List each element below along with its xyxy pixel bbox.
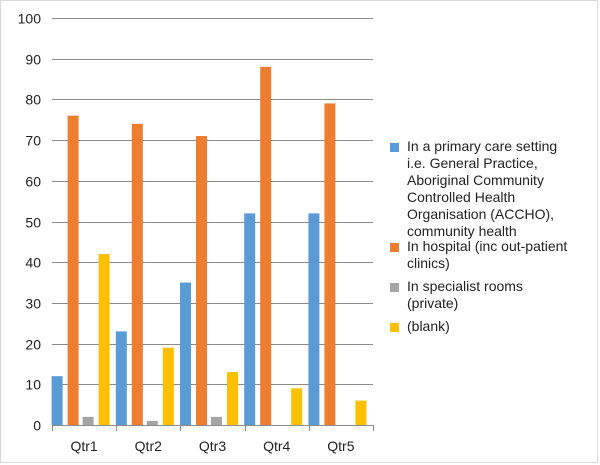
y-tick-label: 70 [25,133,41,149]
bar-series-4-qtr2 [162,347,174,425]
legend-label: i.e. General Practice, [407,155,538,171]
y-tick-label: 30 [25,296,41,312]
y-axis-ticks: 0 10 20 30 40 50 60 70 80 90 100 [18,11,42,434]
legend-swatch-4 [390,323,399,332]
bar-series-1-qtr3 [180,282,191,425]
bar-series-3-qtr2 [146,420,158,425]
bar-series-4-qtr5 [355,400,367,425]
x-tick-label: Qtr3 [199,438,226,454]
bar-series-1-qtr2 [115,331,127,425]
y-tick-label: 20 [25,337,41,353]
bar-series-2-qtr3 [196,136,207,425]
x-tick-label: Qtr1 [70,438,97,454]
legend-label: Controlled Health [407,189,515,205]
y-tick-label: 100 [18,11,42,27]
y-tick-label: 50 [25,215,41,231]
bar-series-2-qtr2 [131,123,143,425]
x-tick-label: Qtr4 [263,438,290,454]
bar-series-1-qtr4 [244,213,256,425]
bar-series-4-qtr3 [227,372,238,425]
bar-series-1-qtr5 [308,213,320,425]
y-tick-label: 10 [25,377,41,393]
bar-series-2-qtr1 [67,115,79,426]
y-tick-label: 0 [33,418,41,434]
y-tick-label: 40 [25,255,41,271]
legend-label: (blank) [407,318,450,334]
bar-series-3-qtr1 [82,416,94,425]
x-tick-label: Qtr5 [327,438,354,454]
bar-series-4-qtr4 [291,388,303,425]
bars [51,66,367,426]
legend-label: Aboriginal Community [407,172,544,188]
legend-swatch-2 [390,243,399,252]
legend-swatch-1 [390,143,399,152]
legend-label: In specialist rooms [407,278,523,294]
bar-series-2-qtr4 [260,66,272,425]
bar-series-3-qtr3 [211,416,222,425]
x-axis: Qtr1 Qtr2 Qtr3 Qtr4 Qtr5 [52,425,374,454]
y-tick-label: 80 [25,92,41,108]
y-tick-label: 60 [25,174,41,190]
legend-swatch-3 [390,283,399,292]
legend-label: clinics) [407,255,450,271]
legend-label: (private) [407,295,458,311]
legend-label: community health [407,223,517,239]
legend-label: Organisation (ACCHO), [407,206,554,222]
y-tick-label: 90 [25,52,41,68]
bar-series-4-qtr1 [98,254,110,425]
x-tick-label: Qtr2 [135,438,162,454]
bar-series-1-qtr1 [51,376,63,425]
bar-series-2-qtr5 [324,103,336,425]
legend-label: In a primary care setting [407,138,557,154]
legend-label: In hospital (inc out-patient [407,238,567,254]
